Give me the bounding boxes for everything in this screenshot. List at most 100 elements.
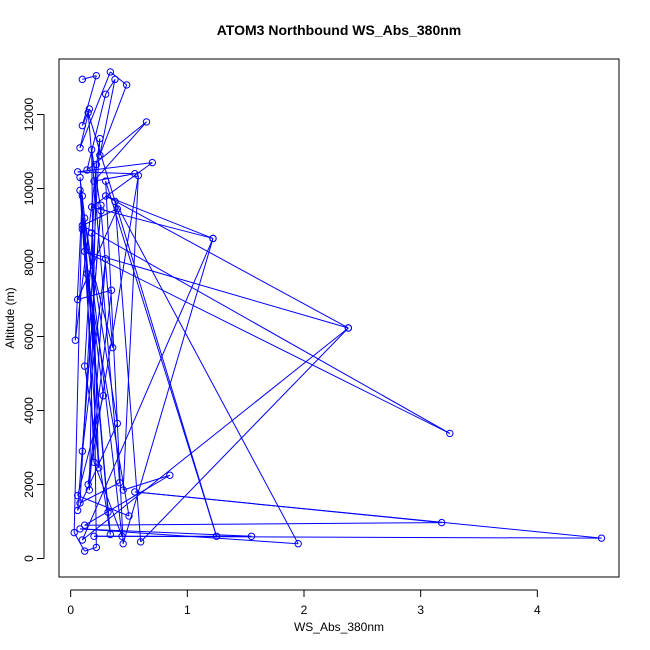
series-segment <box>79 528 299 545</box>
data-point <box>83 269 91 278</box>
data-point <box>104 508 112 516</box>
series-segment <box>82 225 451 434</box>
x-tick-label: 2 <box>301 603 308 617</box>
data-point <box>76 144 84 152</box>
series-segment <box>79 177 123 537</box>
series-segment <box>79 528 252 537</box>
series-segment <box>105 181 124 544</box>
data-point <box>119 540 127 548</box>
y-tick-label: 8000 <box>22 249 36 276</box>
data-point <box>76 499 84 507</box>
data-point <box>80 547 89 555</box>
series-segment <box>77 495 130 517</box>
series-segment <box>99 79 116 156</box>
series-segment <box>87 112 217 537</box>
data-point <box>76 186 84 195</box>
data-point <box>92 543 101 552</box>
data-point <box>113 205 122 213</box>
series-segment <box>81 258 107 452</box>
series-segment <box>86 94 107 171</box>
x-tick-label: 3 <box>417 603 424 617</box>
data-point <box>97 201 105 209</box>
data-point <box>90 532 98 540</box>
data-point <box>111 75 119 84</box>
data-point <box>113 419 122 428</box>
data-point <box>125 512 133 520</box>
data-point <box>118 532 126 540</box>
series-segment <box>86 121 147 171</box>
data-point <box>73 295 82 304</box>
data-point <box>78 536 87 544</box>
data-point <box>85 486 94 494</box>
series-segment <box>134 491 602 539</box>
series-segment <box>114 201 142 542</box>
series-segment <box>87 112 121 483</box>
series-points <box>70 68 606 555</box>
series-segment <box>91 232 100 468</box>
x-axis-label: WS_Abs_380nm <box>294 620 384 634</box>
series-segment <box>93 462 123 537</box>
x-axis: 0 1 2 3 4 <box>67 589 541 617</box>
x-tick-label: 0 <box>67 603 74 617</box>
data-point <box>101 255 110 263</box>
y-tick-label: 0 <box>22 555 36 562</box>
series-segment <box>77 423 118 511</box>
data-point <box>134 171 143 180</box>
x-tick-label: 4 <box>534 603 541 617</box>
series-segment <box>84 474 171 526</box>
series-segment <box>99 84 128 156</box>
data-point <box>142 118 151 126</box>
y-tick-label: 4000 <box>22 397 36 424</box>
data-point <box>96 151 104 159</box>
series-segment <box>84 522 442 526</box>
data-point <box>166 471 174 479</box>
series-segment <box>84 250 451 434</box>
series-segment <box>123 474 170 491</box>
data-point <box>78 121 87 130</box>
plot-frame <box>58 58 620 578</box>
data-point <box>80 214 89 222</box>
series-segment <box>122 175 139 491</box>
data-point <box>73 506 82 515</box>
series-segment <box>79 190 100 468</box>
data-point <box>78 221 87 230</box>
y-tick-label: 6000 <box>22 323 36 350</box>
data-point <box>85 105 94 113</box>
data-point <box>92 71 101 80</box>
series-segment <box>84 546 97 552</box>
series-segment <box>79 71 111 148</box>
y-tick-label: 12000 <box>22 97 36 131</box>
series-segment <box>93 173 135 182</box>
data-point <box>96 134 104 143</box>
data-point <box>84 108 92 117</box>
data-point <box>111 197 119 206</box>
data-point <box>437 518 446 527</box>
series-segment <box>100 210 114 348</box>
series-segment <box>81 75 97 126</box>
data-point <box>122 81 131 89</box>
data-point <box>70 528 78 537</box>
series-segment <box>93 121 147 182</box>
data-point <box>148 158 157 167</box>
data-point <box>78 75 87 84</box>
data-point <box>87 229 96 237</box>
data-point <box>80 247 89 256</box>
y-axis-label: Altitude (m) <box>3 287 17 348</box>
data-point <box>92 160 101 169</box>
series-segment <box>140 327 349 543</box>
data-point <box>80 362 89 370</box>
series-segment <box>88 258 107 491</box>
y-tick-label: 10000 <box>22 171 36 205</box>
data-point <box>131 488 139 496</box>
data-point <box>131 170 139 178</box>
series-segment <box>88 164 97 491</box>
data-point <box>247 532 256 540</box>
data-point <box>101 90 110 98</box>
series-segment <box>81 238 214 541</box>
data-point <box>71 336 80 344</box>
data-point <box>107 286 116 294</box>
series-segment <box>91 206 214 239</box>
data-point <box>212 532 221 540</box>
data-point <box>101 192 110 200</box>
